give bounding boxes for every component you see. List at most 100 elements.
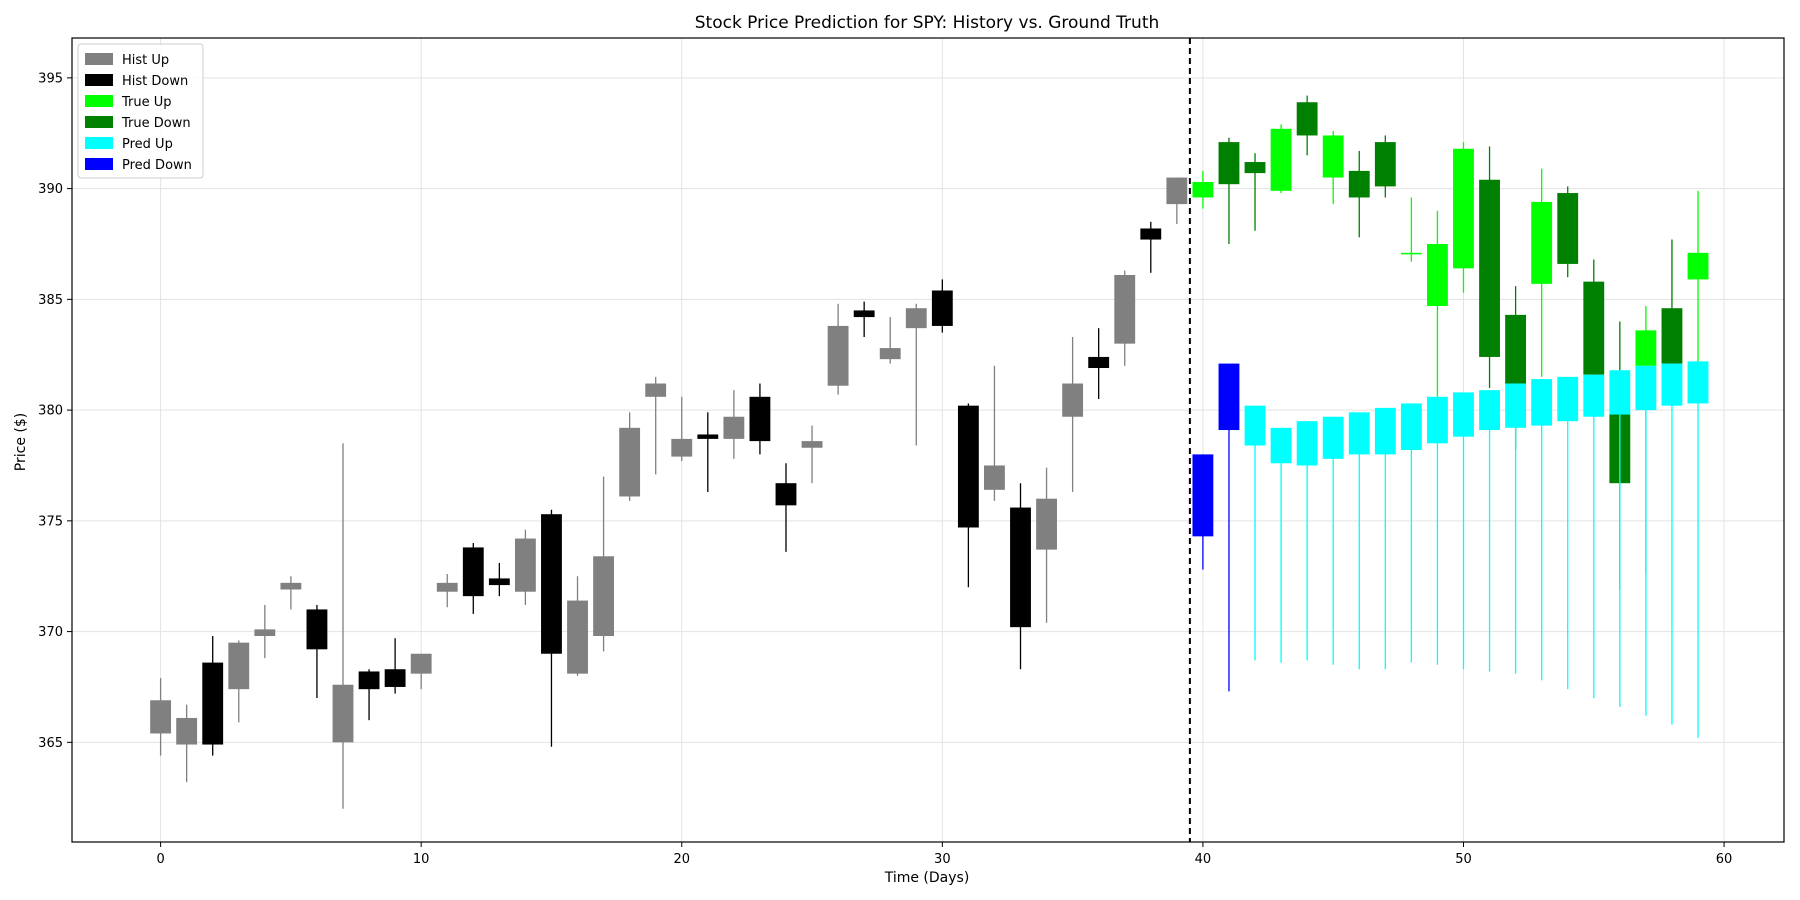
hist-candle-body	[1036, 498, 1057, 550]
legend-swatch	[85, 137, 113, 149]
hist-candle-body	[697, 434, 719, 439]
legend-swatch	[85, 95, 113, 107]
true-candle-body	[1270, 128, 1292, 191]
pred-candle	[1218, 363, 1240, 692]
hist-candle-body	[1166, 177, 1188, 205]
pred-candle-body	[1218, 363, 1240, 431]
y-tick-label: 395	[38, 71, 63, 86]
hist-candle	[150, 678, 172, 756]
true-candle	[1296, 95, 1318, 156]
true-candle-body	[1400, 252, 1422, 255]
true-candle-body	[1505, 314, 1527, 384]
legend-label: Pred Down	[122, 158, 192, 173]
pred-candle-body	[1270, 427, 1292, 464]
hist-candle	[931, 279, 953, 333]
legend-label: True Down	[121, 116, 191, 131]
hist-candle	[984, 365, 1005, 501]
hist-candle-body	[723, 416, 745, 439]
hist-candle	[879, 317, 901, 364]
hist-candle	[306, 605, 328, 699]
hist-candle-body	[332, 684, 354, 743]
hist-candle	[775, 463, 797, 552]
hist-candle-body	[1062, 383, 1084, 417]
hist-candle	[462, 542, 484, 614]
x-tick-label: 30	[934, 852, 951, 867]
hist-candle-body	[984, 465, 1005, 490]
hist-candle	[593, 476, 615, 652]
pred-candle	[1322, 416, 1344, 665]
hist-candle-body	[228, 642, 250, 690]
pred-candle-body	[1192, 454, 1214, 537]
hist-candle	[228, 640, 250, 723]
hist-candle	[1140, 221, 1162, 273]
axis-ticks: 0 10 20 30 40 50 60 365 370 375 380 385 390 395	[38, 71, 1732, 867]
legend-swatch	[85, 74, 113, 86]
true-candle-body	[1479, 179, 1500, 357]
hist-candle	[905, 303, 927, 446]
pred-candle	[1609, 370, 1631, 707]
hist-candle	[280, 576, 302, 610]
legend-swatch	[85, 116, 113, 128]
hist-candle	[697, 412, 719, 493]
x-axis-title: Time (Days)	[884, 870, 970, 886]
y-tick-label: 365	[38, 736, 63, 751]
hist-candle	[567, 576, 588, 676]
pred-candle	[1479, 390, 1500, 672]
hist-candle-body	[410, 653, 432, 674]
true-candle-body	[1687, 252, 1709, 280]
hist-candle	[410, 653, 432, 690]
true-candle-body	[1322, 135, 1344, 178]
hist-candle	[176, 704, 198, 783]
hist-candle-body	[1088, 356, 1110, 369]
hist-candle	[827, 303, 849, 395]
pred-candle	[1374, 407, 1396, 670]
true-candle	[1479, 146, 1500, 388]
hist-candle	[384, 638, 406, 694]
true-candle-body	[1531, 201, 1553, 284]
hist-candle-body	[1010, 507, 1031, 628]
true-candle	[1583, 259, 1605, 382]
true-candle	[1244, 153, 1266, 231]
legend-label: Hist Up	[122, 53, 169, 68]
pred-candle-body	[1635, 365, 1657, 411]
hist-candle-body	[176, 717, 198, 745]
hist-candle	[541, 509, 562, 747]
y-tick-label: 390	[38, 182, 63, 197]
pred-candle-body	[1479, 390, 1500, 431]
legend-label: True Up	[121, 95, 172, 110]
true-candle-body	[1635, 330, 1657, 366]
pred-candle-body	[1453, 392, 1474, 437]
pred-candle-body	[1531, 379, 1553, 426]
true-candle-body	[1218, 142, 1240, 185]
x-tick-label: 60	[1716, 852, 1733, 867]
true-candle	[1218, 137, 1240, 244]
true-candle-body	[1661, 308, 1683, 364]
pred-candle	[1244, 405, 1266, 661]
true-candle	[1374, 135, 1396, 198]
pred-candle	[1557, 376, 1579, 690]
pred-candle-body	[1348, 412, 1370, 455]
hist-candle	[436, 574, 458, 608]
y-tick-label: 370	[38, 625, 63, 640]
true-candle-body	[1427, 243, 1448, 306]
hist-candle-body	[827, 325, 849, 386]
pred-candle-body	[1583, 374, 1605, 417]
pred-candle	[1505, 383, 1527, 674]
plot-area-frame	[71, 37, 1785, 843]
hist-candle-body	[879, 348, 901, 360]
hist-candle-body	[567, 600, 588, 674]
pred-candle-body	[1296, 421, 1318, 466]
hist-candle	[1036, 467, 1057, 623]
pred-candle-body	[1661, 363, 1683, 406]
hist-candle-body	[488, 578, 510, 586]
hist-candle	[619, 412, 641, 501]
pred-candle	[1270, 427, 1292, 663]
hist-candle-body	[801, 441, 823, 448]
x-tick-label: 20	[673, 852, 690, 867]
hist-candle	[671, 396, 693, 462]
hist-candle-body	[957, 405, 979, 528]
pred-candle	[1661, 363, 1683, 725]
true-candle	[1661, 239, 1683, 380]
